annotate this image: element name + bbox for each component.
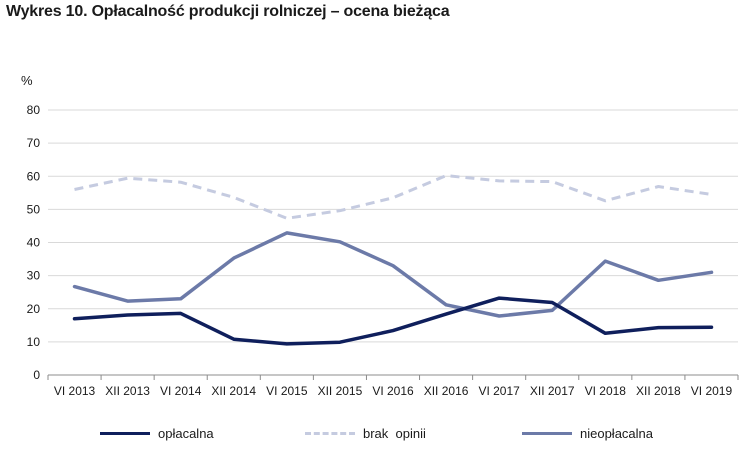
legend-swatch-nieoplacalna: [522, 432, 572, 435]
x-tick-label: VI 2016: [372, 384, 414, 398]
y-tick-label: 10: [27, 335, 41, 349]
series-line-nieoplacalna: [72, 231, 714, 318]
legend-item-oplacalna: opłacalna: [100, 426, 214, 441]
legend-label-nieoplacalna: nieopłacalna: [580, 426, 654, 441]
x-tick-label: XII 2013: [105, 384, 150, 398]
y-axis-unit: %: [21, 73, 33, 88]
legend-label-brak-opinii: brak opinii: [363, 426, 426, 441]
legend-item-nieoplacalna: nieopłacalna: [522, 426, 653, 441]
y-tick-label: 80: [27, 103, 41, 117]
x-tick-label: XII 2014: [211, 384, 256, 398]
chart-title: Wykres 10. Opłacalność produkcji rolnicz…: [6, 3, 450, 20]
y-axis-ticks: 0 10 20 30 40 50 60 70 80: [27, 103, 41, 382]
legend-swatch-brak-opinii: [305, 432, 355, 435]
y-tick-label: 40: [27, 236, 41, 250]
legend-label-oplacalna: opłacalna: [158, 426, 214, 441]
y-tick-label: 60: [27, 169, 41, 183]
legend-item-brak-opinii: brak opinii: [305, 426, 426, 441]
y-tick-label: 0: [33, 368, 40, 382]
x-tick-label: VI 2013: [54, 384, 96, 398]
x-tick-label: VI 2014: [160, 384, 202, 398]
series-line-oplacalna: [72, 296, 714, 346]
gridlines: [48, 109, 738, 376]
x-tick-label: VI 2015: [266, 384, 308, 398]
x-tick-label: VI 2018: [585, 384, 627, 398]
x-tick-label: XII 2016: [424, 384, 469, 398]
x-tick-label: XII 2017: [530, 384, 575, 398]
x-tick-label: XII 2018: [636, 384, 681, 398]
x-axis-ticks: VI 2013 XII 2013 VI 2014 XII 2014 VI 2015 XII…: [47, 375, 739, 398]
x-tick-label: VI 2019: [691, 384, 733, 398]
legend: opłacalna brak opinii nieopłacalna: [0, 426, 751, 444]
line-chart: 0 10 20 30 40 50 60 70 80 VI 2013 XII 2013 VI 2014…: [27, 103, 739, 398]
x-tick-label: VI 2017: [478, 384, 520, 398]
series-lines: [72, 174, 714, 346]
y-tick-label: 70: [27, 136, 41, 150]
legend-swatch-oplacalna: [100, 432, 150, 435]
series-line-brak-opinii: [74, 174, 712, 220]
x-tick-label: XII 2015: [318, 384, 363, 398]
y-tick-label: 50: [27, 202, 41, 216]
y-tick-label: 30: [27, 269, 41, 283]
y-tick-label: 20: [27, 302, 41, 316]
